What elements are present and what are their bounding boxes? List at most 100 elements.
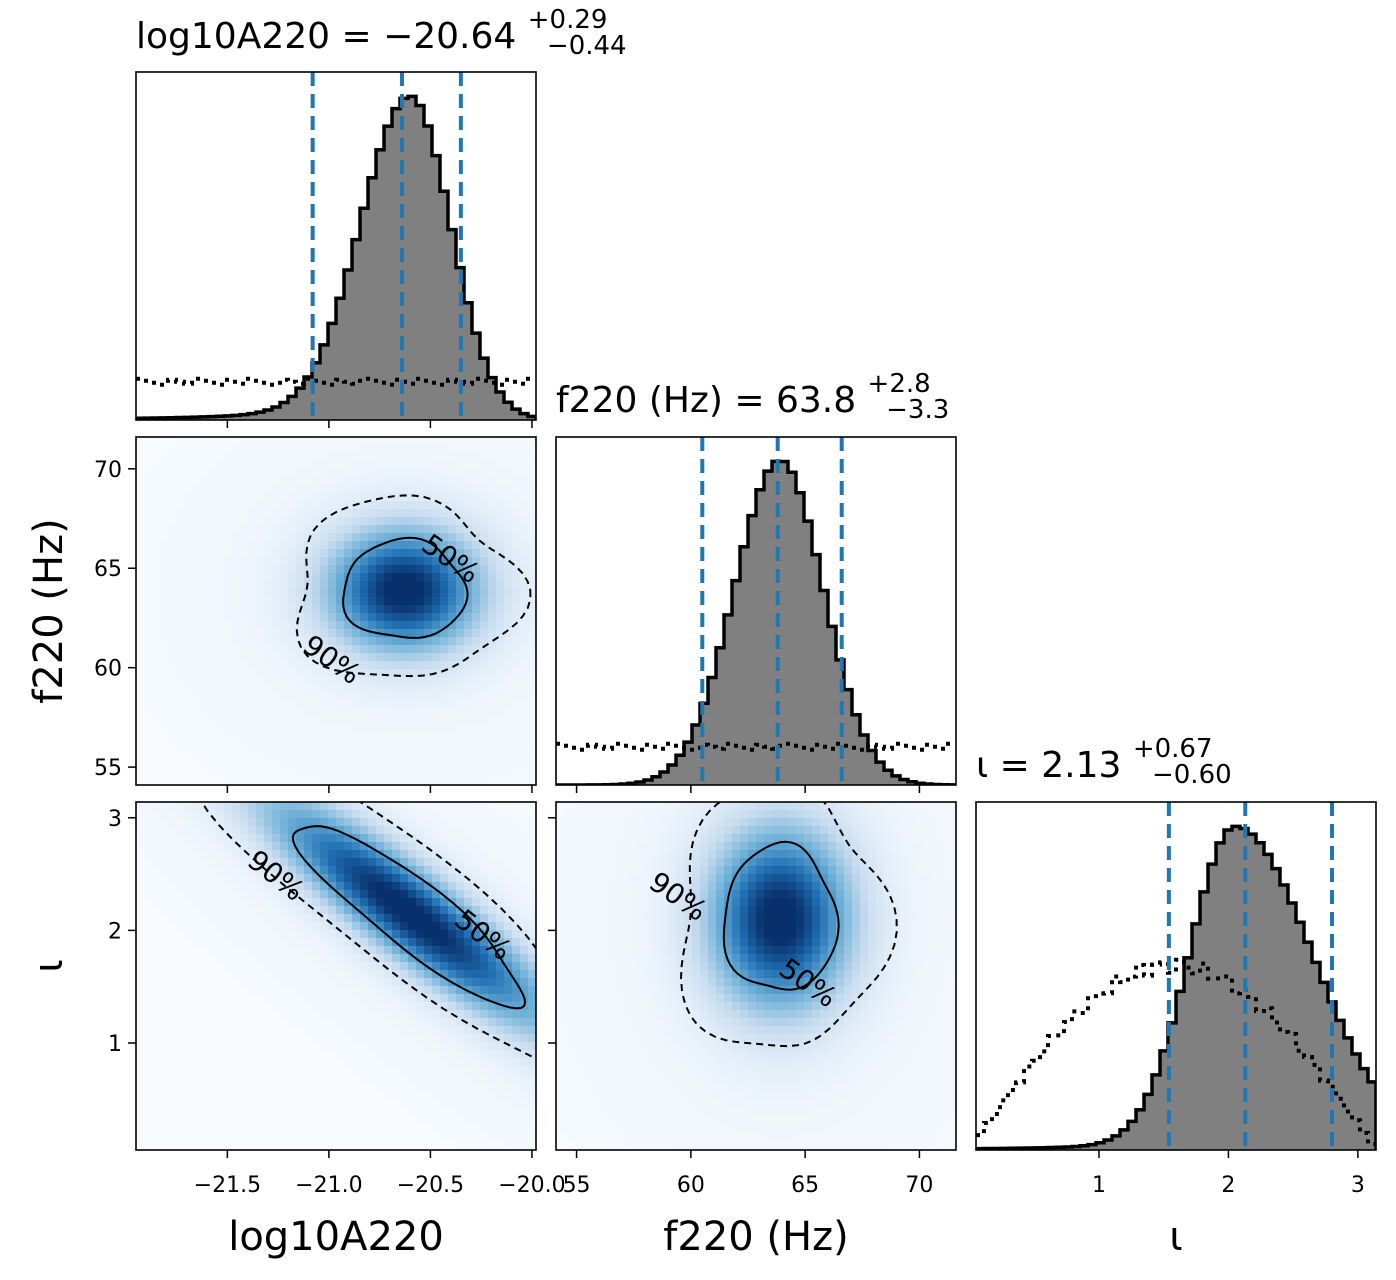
hist-bar <box>256 412 265 420</box>
density-cell <box>304 938 313 947</box>
density-cell <box>168 669 177 678</box>
density-cell <box>512 549 521 558</box>
density-cell <box>480 834 489 843</box>
density-cell <box>288 525 297 534</box>
density-cell <box>296 637 305 646</box>
density-cell <box>280 581 289 590</box>
density-cell <box>480 781 489 785</box>
density-cell <box>248 810 257 819</box>
density-cell <box>368 693 377 702</box>
density-cell <box>748 834 757 843</box>
density-cell <box>512 1098 521 1107</box>
density-cell <box>472 709 481 718</box>
density-cell <box>580 834 589 843</box>
density-cell <box>288 597 297 606</box>
density-cell <box>416 725 425 734</box>
density-cell <box>512 613 521 622</box>
density-cell <box>596 1122 605 1131</box>
density-cell <box>572 834 581 843</box>
density-cell <box>652 930 661 939</box>
density-cell <box>456 589 465 598</box>
density-cell <box>448 549 457 558</box>
density-cell <box>200 589 209 598</box>
density-cell <box>216 485 225 494</box>
density-cell <box>160 637 169 646</box>
density-cell <box>192 802 201 811</box>
density-cell <box>564 954 573 963</box>
density-cell <box>152 810 161 819</box>
hist-outline <box>136 94 536 420</box>
density-cell <box>512 810 521 819</box>
density-cell <box>360 613 369 622</box>
density-cell <box>620 882 629 891</box>
density-cell <box>676 1018 685 1027</box>
density-cell <box>408 986 417 995</box>
density-cell <box>472 469 481 478</box>
density-cell <box>384 629 393 638</box>
density-cell <box>272 541 281 550</box>
density-cell <box>344 725 353 734</box>
density-cell <box>408 677 417 686</box>
density-cell <box>248 914 257 923</box>
density-cell <box>224 709 233 718</box>
density-cell <box>504 1058 513 1067</box>
density-cell <box>224 509 233 518</box>
density-cell <box>716 962 725 971</box>
density-cell <box>280 866 289 875</box>
density-cell <box>264 717 273 726</box>
density-cell <box>376 954 385 963</box>
hist-bar <box>852 714 861 785</box>
density-cell <box>240 802 249 811</box>
density-cell <box>224 757 233 766</box>
density-cell <box>296 613 305 622</box>
hist-bar <box>448 229 457 420</box>
density-cell <box>504 810 513 819</box>
density-cell <box>360 1042 369 1051</box>
density-cell <box>360 717 369 726</box>
density-cell <box>732 1098 741 1107</box>
density-cell <box>384 533 393 542</box>
density-cell <box>200 533 209 542</box>
density-cell <box>232 669 241 678</box>
density-cell <box>708 1026 717 1035</box>
density-cell <box>588 1010 597 1019</box>
contour-50 <box>291 825 526 1010</box>
density-cell <box>528 906 536 915</box>
density-cell <box>416 1098 425 1107</box>
density-cell <box>200 653 209 662</box>
density-cell <box>424 725 433 734</box>
density-cell <box>528 597 536 606</box>
density-cell <box>520 709 529 718</box>
density-cell <box>456 946 465 955</box>
density-cell <box>136 533 145 542</box>
density-cell <box>432 597 441 606</box>
panel-density-log10A220-iota: 50%90% <box>135 801 537 1151</box>
density-cell <box>472 938 481 947</box>
density-cell <box>144 549 153 558</box>
density-cell <box>248 517 257 526</box>
density-cell <box>716 890 725 899</box>
density-cell <box>520 954 529 963</box>
density-cell <box>604 1106 613 1115</box>
density-cell <box>440 1074 449 1083</box>
density-cell <box>496 946 505 955</box>
density-cell <box>296 525 305 534</box>
density-cell <box>248 477 257 486</box>
density-cell <box>272 930 281 939</box>
density-cell <box>144 565 153 574</box>
density-cell <box>480 1130 489 1139</box>
density-cell <box>612 1082 621 1091</box>
density-cell <box>488 717 497 726</box>
density-cell <box>748 850 757 859</box>
density-cell <box>288 1010 297 1019</box>
density-cell <box>432 930 441 939</box>
density-cell <box>480 810 489 819</box>
density-cell <box>296 858 305 867</box>
density-cell <box>360 629 369 638</box>
title-log10A220-plus: +0.29 <box>528 5 608 35</box>
density-cell <box>376 781 385 785</box>
density-cell <box>360 1002 369 1011</box>
density-cell <box>528 1114 536 1123</box>
density-cell <box>512 994 521 1003</box>
density-cell <box>512 581 521 590</box>
